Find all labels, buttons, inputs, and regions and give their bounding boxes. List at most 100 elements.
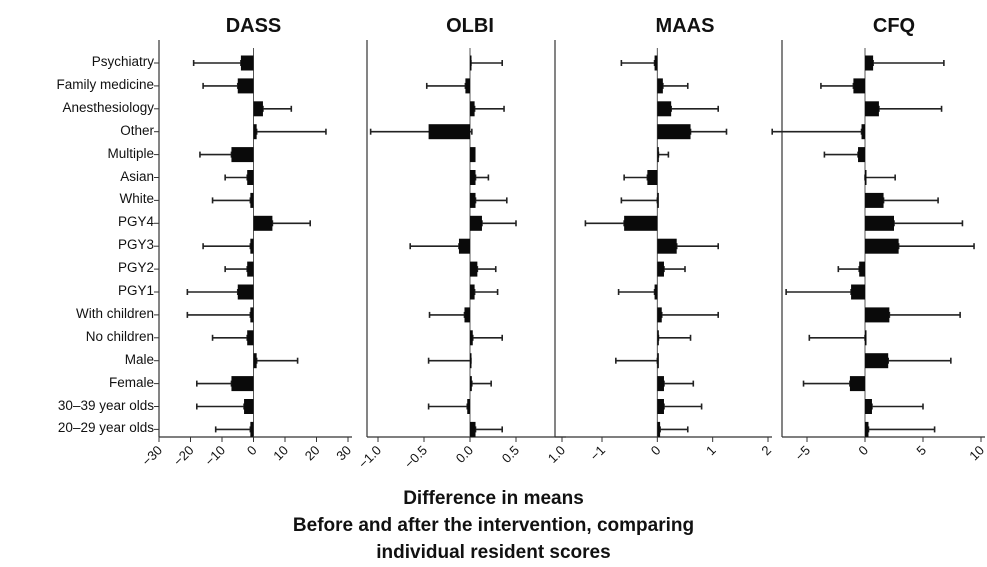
data-bar <box>657 192 659 208</box>
x-tick-label: −1.0 <box>355 443 384 472</box>
data-bar <box>657 376 664 392</box>
category-label: PGY1 <box>117 283 154 298</box>
x-tick-label: 1.0 <box>545 443 568 466</box>
data-bar <box>851 284 865 300</box>
data-bar <box>470 192 476 208</box>
category-label: 30–39 year olds <box>57 397 154 413</box>
data-bar <box>865 238 899 254</box>
category-label: Male <box>124 351 154 367</box>
data-bar <box>865 215 894 231</box>
data-bar <box>865 101 879 117</box>
data-bar <box>865 421 869 437</box>
data-bar <box>247 170 254 185</box>
data-bar <box>237 78 254 94</box>
category-labels: Psychiatry Family medicine Anesthesiology O… <box>0 0 154 567</box>
data-bar <box>657 399 664 414</box>
category-label: Multiple <box>107 145 154 161</box>
data-bar <box>624 215 658 231</box>
data-bar <box>657 330 659 346</box>
x-axis-label-line-3: individual resident scores <box>376 542 611 563</box>
category-label: White <box>119 191 154 207</box>
x-tick-label: 10 <box>966 443 987 464</box>
data-bar <box>657 421 661 437</box>
x-tick-label: 0.0 <box>453 443 476 466</box>
data-bar <box>657 78 663 94</box>
data-bar <box>470 353 472 369</box>
x-tick-label: −10 <box>202 443 228 469</box>
data-bar <box>253 101 263 117</box>
data-bar <box>247 261 254 277</box>
data-bar <box>250 238 254 254</box>
x-tick-label: 2 <box>758 443 774 459</box>
category-label: Anesthesiology <box>62 99 154 115</box>
data-bar <box>247 330 254 346</box>
panel-title: OLBI <box>446 15 494 37</box>
category-label: Asian <box>120 168 154 184</box>
data-bar <box>657 124 691 140</box>
data-bar <box>253 215 273 231</box>
category-label: PGY2 <box>117 260 154 276</box>
data-bar <box>464 307 470 323</box>
data-bar <box>237 284 254 300</box>
x-tick-label: 20 <box>302 443 323 464</box>
category-label: Female <box>108 374 154 390</box>
x-tick-label: −0.5 <box>401 443 430 472</box>
data-bar <box>231 147 254 163</box>
x-tick-label: 0 <box>855 443 871 459</box>
category-label: 20–29 year olds <box>57 420 154 436</box>
data-bar <box>657 307 662 323</box>
data-bar <box>253 124 257 140</box>
panel-title: DASS <box>226 15 282 37</box>
x-tick-label: −1 <box>587 443 608 464</box>
data-bar <box>240 55 254 71</box>
category-label: Psychiatry <box>91 54 154 69</box>
data-bar <box>465 78 470 94</box>
data-bar <box>865 55 874 71</box>
data-bar <box>849 376 865 392</box>
category-label: PGY3 <box>117 237 154 253</box>
x-tick-label: 5 <box>913 443 929 459</box>
data-bar <box>470 170 476 185</box>
x-tick-label: −5 <box>792 443 813 464</box>
data-bar <box>470 421 476 437</box>
data-bar <box>865 170 867 185</box>
data-bar <box>865 353 889 369</box>
panel-title: CFQ <box>873 15 915 37</box>
data-bar <box>859 261 865 277</box>
data-bar <box>458 238 470 254</box>
data-bar <box>657 238 677 254</box>
data-bar <box>654 284 658 300</box>
x-tick-label: 0 <box>244 443 260 459</box>
category-label: With children <box>75 305 154 321</box>
data-bar <box>470 147 476 163</box>
data-bar <box>231 376 254 392</box>
data-bar <box>250 192 254 208</box>
x-tick-label: 0.5 <box>499 443 522 466</box>
data-bar <box>865 330 867 346</box>
x-axis-label-line-2: Before and after the intervention, compa… <box>292 515 695 536</box>
category-label: PGY4 <box>117 214 154 230</box>
x-tick-label: −30 <box>139 443 165 469</box>
category-label: No children <box>85 328 154 344</box>
data-bar <box>657 147 659 163</box>
x-tick-label: 30 <box>333 443 354 464</box>
x-axis-label-line-1: Difference in means <box>403 488 584 509</box>
data-bar <box>865 192 884 208</box>
data-bar <box>865 399 872 414</box>
data-bar <box>470 376 472 392</box>
data-bar <box>467 399 470 414</box>
data-bar <box>470 284 475 300</box>
data-bar <box>858 147 865 163</box>
data-bar <box>657 261 664 277</box>
data-bar <box>861 124 865 140</box>
data-bar <box>657 353 659 369</box>
data-bar <box>250 421 254 437</box>
data-bar <box>865 307 890 323</box>
panel-title: MAAS <box>656 15 715 37</box>
data-bar <box>654 55 658 71</box>
data-bar <box>470 215 482 231</box>
data-bar <box>244 399 254 414</box>
data-bar <box>470 330 473 346</box>
x-tick-label: 0 <box>648 443 664 459</box>
